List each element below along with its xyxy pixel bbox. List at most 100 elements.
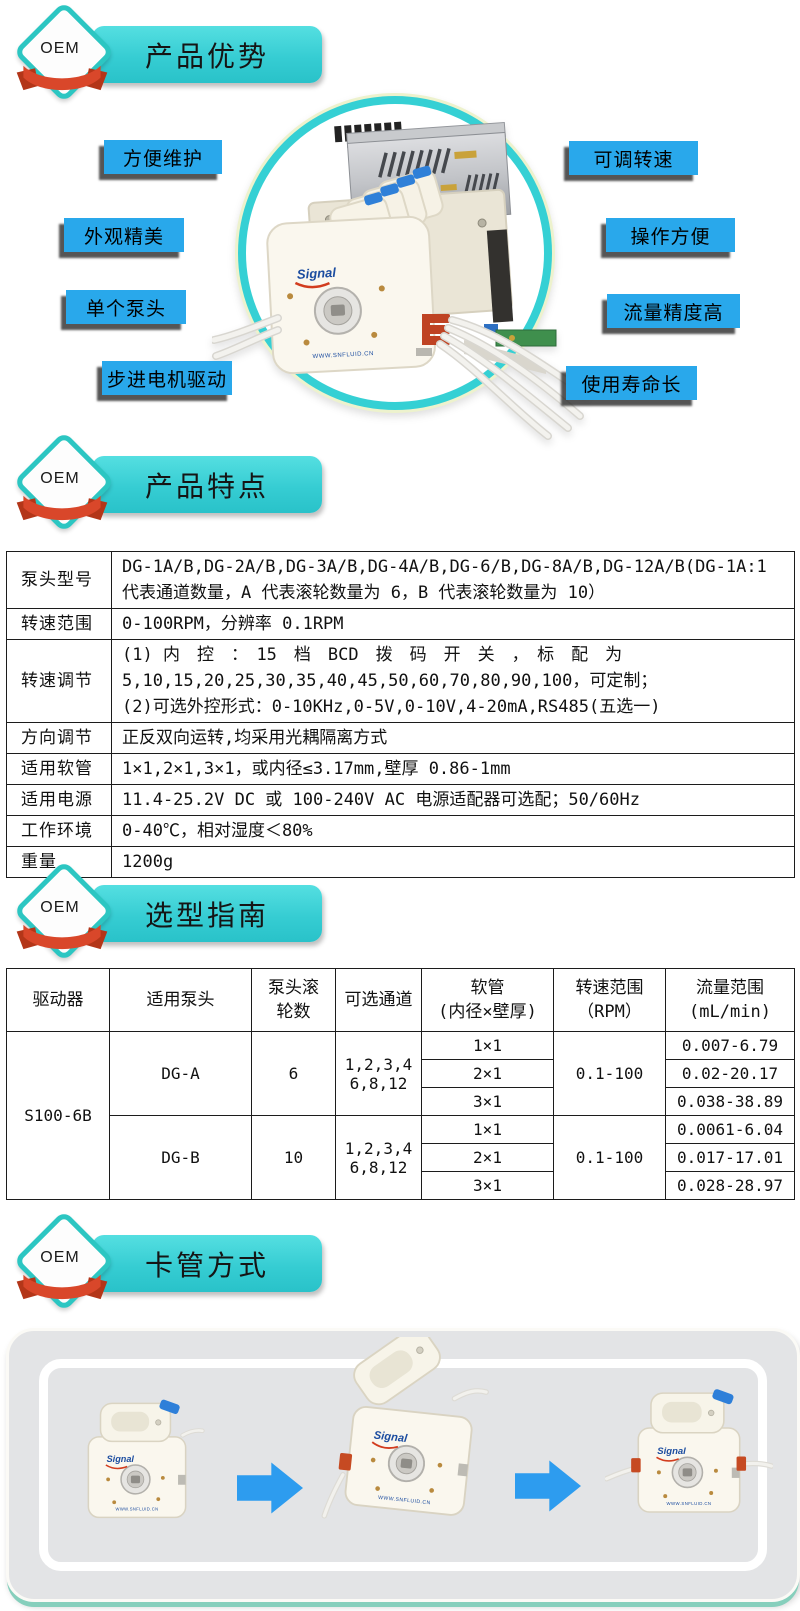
- table-row: S100-6B DG-A 6 1,2,3,4 6,8,12 1×1 0.1-10…: [6, 1031, 795, 1200]
- feature-tag: 流量精度高: [607, 294, 740, 328]
- spec-label: 适用软管: [6, 753, 112, 785]
- column-header: 流量范围 (mL/min): [665, 968, 795, 1032]
- spec-label: 转速范围: [6, 608, 112, 640]
- ribbon-icon: [16, 65, 108, 91]
- oem-badge-label: OEM: [40, 899, 80, 916]
- section-header-selection: 选型指南 OEM: [0, 860, 400, 973]
- section-header-features: 产品特点 OEM: [0, 431, 400, 544]
- table-header-row: 驱动器 适用泵头 泵头滚 轮数 可选通道 软管 (内径×壁厚) 转速范围 （RP…: [6, 968, 795, 1032]
- column-header: 软管 (内径×壁厚): [421, 968, 554, 1032]
- pump-head: Signal WWW.SNFLUID.CN: [266, 215, 436, 375]
- oem-badge: OEM: [8, 1, 115, 114]
- cell-rollers: 10: [251, 1115, 336, 1200]
- table-row: 方向调节 正反双向运转,均采用光耦隔离方式: [6, 722, 795, 754]
- cell-flow: 0.007-6.79: [665, 1031, 795, 1060]
- spec-value: 0-40℃，相对湿度＜80%: [111, 815, 795, 847]
- table-row: 3×1 0.038-38.89: [7, 1087, 795, 1116]
- section-title-bar: 选型指南: [92, 885, 322, 942]
- cell-tube: 3×1: [421, 1087, 554, 1116]
- tubes: [212, 314, 590, 440]
- spec-value: 正反双向运转,均采用光耦隔离方式: [111, 722, 795, 754]
- feature-tag: 方便维护: [104, 140, 222, 174]
- table-row: 适用软管 1×1,2×1,3×1，或内径≤3.17mm,壁厚 0.86-1mm: [6, 753, 795, 785]
- cell-rpm: 0.1-100: [553, 1115, 666, 1200]
- cell-rollers: 6: [251, 1031, 336, 1116]
- section-title: 产品特点: [144, 470, 269, 502]
- column-header: 适用泵头: [109, 968, 252, 1032]
- section-title: 卡管方式: [144, 1249, 269, 1281]
- section-title-bar: 产品特点: [92, 456, 322, 513]
- cell-tube: 3×1: [421, 1171, 554, 1200]
- ribbon-icon: [16, 495, 108, 521]
- oem-badge-label: OEM: [40, 1249, 80, 1266]
- cell-tube: 1×1: [421, 1115, 554, 1144]
- pump-image-step3: [605, 1387, 773, 1513]
- spec-value: 0-100RPM，分辨率 0.1RPM: [111, 608, 795, 640]
- spec-label: 泵头型号: [6, 551, 112, 609]
- feature-tag: 步进电机驱动: [102, 361, 232, 395]
- spec-value: 1×1,2×1,3×1，或内径≤3.17mm,壁厚 0.86-1mm: [111, 753, 795, 785]
- oem-badge-label: OEM: [40, 40, 80, 57]
- cell-flow: 0.038-38.89: [665, 1087, 795, 1116]
- cell-rpm: 0.1-100: [553, 1031, 666, 1116]
- table-row: 转速调节 (1) 内 控 ： 15 档 BCD 拨 码 开 关 ， 标 配 为 5…: [6, 639, 795, 723]
- cell-tube: 2×1: [421, 1143, 554, 1172]
- pump-image-step2: [321, 1337, 489, 1519]
- spec-value: DG-1A/B,DG-2A/B,DG-3A/B,DG-4A/B,DG-6/B,D…: [111, 551, 795, 609]
- feature-tag: 外观精美: [64, 218, 184, 252]
- ribbon-icon: [16, 1274, 108, 1300]
- table-row: 3×1 0.028-28.97: [7, 1171, 795, 1200]
- table-row: 泵头型号 DG-1A/B,DG-2A/B,DG-3A/B,DG-4A/B,DG-6…: [6, 551, 795, 609]
- table-row: DG-B 10 1,2,3,4 6,8,12 1×1 0.1-100 0.006…: [7, 1115, 795, 1200]
- cell-flow: 0.017-17.01: [665, 1143, 795, 1172]
- brand-website: WWW.SNFLUID.CN: [312, 351, 374, 360]
- section-header-advantages: 产品优势 OEM: [0, 1, 400, 114]
- spec-value: (1) 内 控 ： 15 档 BCD 拨 码 开 关 ， 标 配 为 5,10,…: [111, 639, 795, 723]
- oem-badge: OEM: [8, 1210, 115, 1323]
- cell-tube: 2×1: [421, 1059, 554, 1088]
- table-row: 2×1 0.017-17.01: [7, 1143, 795, 1172]
- spec-table: 泵头型号 DG-1A/B,DG-2A/B,DG-3A/B,DG-4A/B,DG-6…: [6, 551, 795, 878]
- pump-image-step1: [87, 1398, 205, 1519]
- section-title-bar: 产品优势: [92, 26, 322, 83]
- clamping-steps-panel: [6, 1328, 800, 1602]
- spec-label: 转速调节: [6, 639, 112, 723]
- cell-pump: DG-A: [109, 1031, 252, 1116]
- feature-tag: 操作方便: [606, 218, 735, 252]
- column-header: 转速范围 （RPM）: [553, 968, 666, 1032]
- section-title: 产品优势: [144, 40, 269, 72]
- cell-flow: 0.028-28.97: [665, 1171, 795, 1200]
- cell-flow: 0.02-20.17: [665, 1059, 795, 1088]
- table-row: 重量 1200g: [6, 846, 795, 878]
- table-row: 2×1 0.02-20.17: [7, 1059, 795, 1088]
- section-title-bar: 卡管方式: [92, 1235, 322, 1292]
- section-header-clamping: 卡管方式 OEM: [0, 1210, 400, 1323]
- oem-badge-label: OEM: [40, 470, 80, 487]
- oem-badge: OEM: [8, 431, 115, 544]
- column-header: 驱动器: [6, 968, 110, 1032]
- cell-pump: DG-B: [109, 1115, 252, 1200]
- ribbon-icon: [16, 924, 108, 950]
- spec-label: 适用电源: [6, 784, 112, 816]
- feature-tag: 使用寿命长: [566, 366, 697, 400]
- spec-label: 方向调节: [6, 722, 112, 754]
- cell-tube: 1×1: [421, 1031, 554, 1060]
- cell-channels: 1,2,3,4 6,8,12: [335, 1031, 422, 1116]
- cell-flow: 0.0061-6.04: [665, 1115, 795, 1144]
- column-header: 可选通道: [335, 968, 422, 1032]
- table-row: 转速范围 0-100RPM，分辨率 0.1RPM: [6, 608, 795, 640]
- cell-driver: S100-6B: [6, 1031, 110, 1200]
- spec-label: 工作环境: [6, 815, 112, 847]
- spec-value: 11.4-25.2V DC 或 100-240V AC 电源适配器可选配；50/…: [111, 784, 795, 816]
- selection-table: 驱动器 适用泵头 泵头滚 轮数 可选通道 软管 (内径×壁厚) 转速范围 （RP…: [6, 968, 795, 1200]
- table-row: 工作环境 0-40℃，相对湿度＜80%: [6, 815, 795, 847]
- product-image: Signal WWW.SNFLUID.CN: [212, 93, 590, 440]
- oem-badge: OEM: [8, 860, 115, 973]
- table-row: 适用电源 11.4-25.2V DC 或 100-240V AC 电源适配器可选配…: [6, 784, 795, 816]
- section-title: 选型指南: [144, 899, 269, 931]
- spec-value: 1200g: [111, 846, 795, 878]
- cell-channels: 1,2,3,4 6,8,12: [335, 1115, 422, 1200]
- feature-tag: 可调转速: [569, 141, 698, 175]
- feature-tag: 单个泵头: [66, 290, 186, 324]
